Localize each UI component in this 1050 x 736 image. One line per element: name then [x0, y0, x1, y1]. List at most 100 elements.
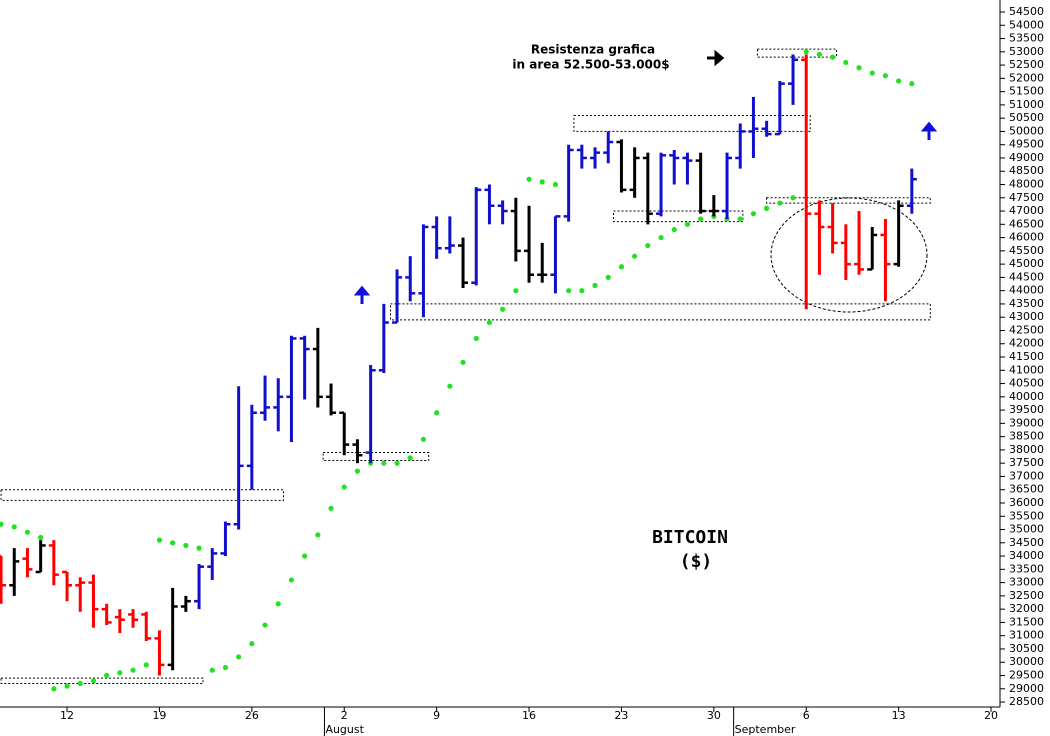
level-box: [0, 489, 285, 501]
y-tick-label: 40500: [1009, 377, 1044, 390]
arrow-right: [707, 49, 725, 67]
y-tick-label: 51500: [1009, 85, 1044, 98]
x-tick-label: 2: [341, 709, 348, 722]
sar-dot: [764, 205, 770, 211]
sar-dot: [539, 179, 545, 185]
y-tick-label: 30000: [1009, 655, 1044, 668]
y-tick-label: 33500: [1009, 562, 1044, 575]
sar-dot: [354, 468, 361, 474]
y-tick-label: 54000: [1009, 18, 1044, 31]
sar-dot: [579, 288, 585, 294]
y-tick-label: 52500: [1009, 58, 1044, 71]
sar-dot: [605, 274, 611, 280]
y-tick-label: 45000: [1009, 257, 1044, 270]
y-tick-label: 51000: [1009, 98, 1044, 111]
sar-dot: [262, 622, 268, 628]
sar-dot: [592, 282, 598, 288]
y-tick-label: 34500: [1009, 536, 1044, 549]
sar-dot: [51, 686, 57, 692]
y-tick-label: 46500: [1009, 217, 1044, 230]
sar-dot: [618, 264, 625, 270]
sar-dot: [381, 460, 387, 466]
x-tick-label: 26: [245, 709, 259, 722]
annotation: Resistenza grafica: [531, 43, 655, 57]
sar-dot: [684, 221, 691, 227]
y-tick-label: 38500: [1009, 430, 1044, 443]
sar-dot: [222, 664, 229, 671]
arrow-up: [920, 121, 938, 140]
sar-dot: [117, 670, 123, 676]
sar-dot: [486, 319, 493, 326]
y-tick-label: 30500: [1009, 642, 1044, 655]
sar-dot: [302, 553, 308, 559]
sar-dot: [143, 662, 149, 668]
y-tick-label: 35500: [1009, 509, 1044, 522]
sar-dot: [341, 484, 347, 490]
level-box: [766, 197, 931, 204]
x-tick-label: 23: [614, 709, 628, 722]
sar-dot: [38, 534, 44, 541]
sar-dot: [249, 641, 255, 647]
y-tick-label: 38000: [1009, 443, 1044, 456]
y-tick-label: 36000: [1009, 496, 1044, 509]
sar-dot: [156, 537, 163, 543]
level-box: [613, 210, 744, 223]
y-tick-label: 32000: [1009, 602, 1044, 615]
sar-dot: [552, 181, 559, 188]
y-tick-label: 50000: [1009, 124, 1044, 137]
y-tick-label: 48500: [1009, 164, 1044, 177]
sar-dot: [288, 577, 295, 583]
sar-dot: [513, 288, 519, 294]
y-tick-label: 53500: [1009, 32, 1044, 45]
x-tick-label: 6: [803, 709, 810, 722]
annotation: in area 52.500-53.000$: [512, 58, 669, 72]
y-tick-label: 41500: [1009, 350, 1044, 363]
sar-dot: [64, 683, 70, 689]
level-box: [756, 48, 838, 58]
y-tick-label: 46000: [1009, 231, 1044, 244]
sar-dot: [196, 545, 202, 551]
sar-dot: [816, 51, 823, 58]
sar-dot: [882, 73, 889, 79]
sar-dot: [737, 216, 743, 222]
y-tick-label: 35000: [1009, 523, 1044, 536]
sar-dot: [90, 678, 97, 684]
sar-dot: [236, 654, 242, 660]
y-tick-label: 41000: [1009, 363, 1044, 376]
sar-dot: [856, 65, 862, 71]
y-tick-label: 54500: [1009, 5, 1044, 18]
sar-dot: [460, 359, 466, 365]
chart-title: BITCOIN: [652, 527, 728, 548]
y-tick-label: 42500: [1009, 323, 1044, 336]
y-tick-label: 43500: [1009, 297, 1044, 310]
y-tick-label: 52000: [1009, 71, 1044, 84]
x-tick-label: 9: [433, 709, 440, 722]
sar-dot: [698, 216, 704, 222]
sar-dot: [420, 436, 427, 442]
y-tick-label: 37000: [1009, 469, 1044, 482]
sar-dot: [183, 542, 189, 549]
sar-dot: [896, 78, 902, 84]
sar-dot: [632, 253, 638, 259]
sar-dot: [77, 680, 83, 687]
sar-dot: [750, 211, 757, 217]
y-tick-label: 37500: [1009, 456, 1044, 469]
sar-dot: [24, 529, 31, 535]
month-label: August: [325, 723, 364, 736]
level-box: [0, 677, 204, 684]
sar-dot: [645, 242, 651, 249]
y-tick-label: 34000: [1009, 549, 1044, 562]
y-tick-label: 44500: [1009, 270, 1044, 283]
sar-dot: [0, 521, 4, 527]
sar-dot: [209, 667, 215, 673]
highlight-ellipse: [770, 197, 928, 313]
y-tick-label: 39500: [1009, 403, 1044, 416]
y-tick-label: 40000: [1009, 390, 1044, 403]
level-box: [322, 452, 430, 462]
sar-dot: [830, 54, 836, 60]
x-tick-label: 13: [892, 709, 906, 722]
chart-subtitle: ($): [680, 551, 713, 572]
level-box: [573, 115, 811, 132]
y-tick-label: 42000: [1009, 337, 1044, 350]
